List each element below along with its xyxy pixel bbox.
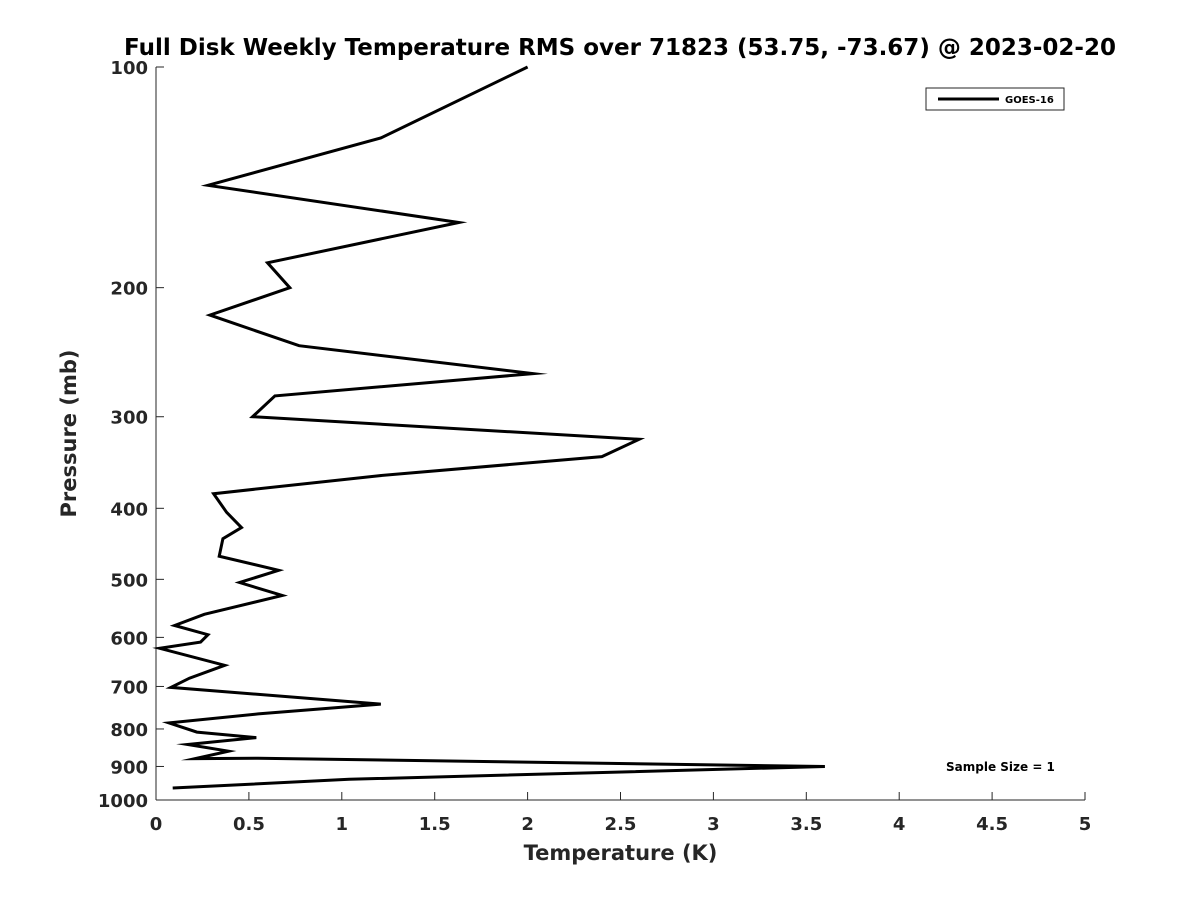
x-tick-label: 1.5 — [419, 814, 451, 835]
x-tick-label: 0.5 — [233, 814, 265, 835]
y-axis-ticks: 100 200 300 400 500 600 700 800 900 1000 — [98, 58, 164, 812]
x-tick-label: 5 — [1079, 814, 1092, 835]
x-tick-label: 2 — [521, 814, 534, 835]
x-tick-label: 4 — [893, 814, 906, 835]
series-line-goes-16 — [152, 65, 825, 790]
y-tick-label: 300 — [110, 408, 148, 429]
y-tick-label: 100 — [110, 58, 148, 79]
x-tick-label: 3.5 — [790, 814, 822, 835]
chart-title: Full Disk Weekly Temperature RMS over 71… — [124, 35, 1116, 61]
x-tick-label: 1 — [336, 814, 349, 835]
y-tick-label: 800 — [110, 720, 148, 741]
y-tick-label: 700 — [110, 677, 148, 698]
y-tick-label: 900 — [110, 757, 148, 778]
legend-label: GOES-16 — [1005, 95, 1054, 106]
legend: GOES-16 — [925, 87, 1065, 111]
plot-area — [156, 67, 1085, 800]
sample-size-annotation: Sample Size = 1 — [946, 760, 1055, 774]
y-tick-label: 500 — [110, 570, 148, 591]
y-tick-label: 200 — [110, 279, 148, 300]
x-axis-label: Temperature (K) — [524, 841, 718, 865]
x-tick-label: 2.5 — [605, 814, 637, 835]
y-tick-label: 600 — [110, 628, 148, 649]
y-tick-label: 1000 — [98, 791, 148, 812]
series-group — [152, 65, 825, 790]
x-tick-label: 4.5 — [976, 814, 1008, 835]
y-axis-label: Pressure (mb) — [57, 350, 81, 518]
x-axis-ticks: 0 0.5 1 1.5 2 2.5 3 3.5 4 4.5 5 — [150, 792, 1092, 835]
x-tick-label: 3 — [707, 814, 720, 835]
y-tick-label: 400 — [110, 499, 148, 520]
x-tick-label: 0 — [150, 814, 163, 835]
